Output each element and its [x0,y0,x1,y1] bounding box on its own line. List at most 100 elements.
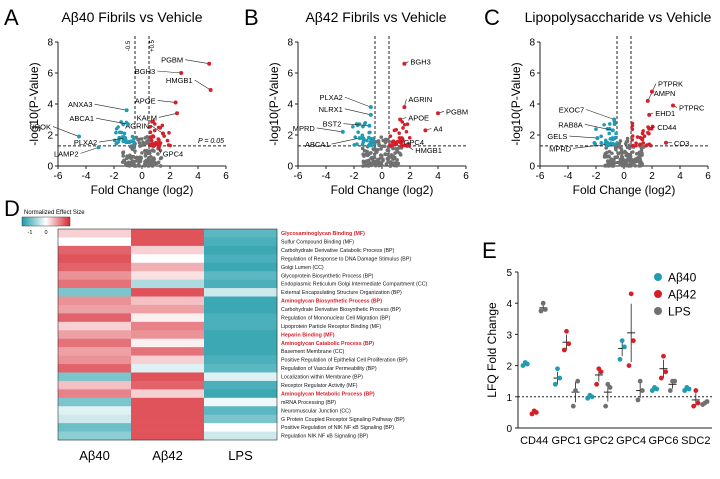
x-tick-label: -6 [536,171,545,182]
data-point [122,131,127,136]
data-point [388,164,393,168]
category-label: GPC2 [584,435,614,447]
x-tick-label: -6 [54,171,63,182]
volcano-title: Aβ42 Fibrils vs Vehicle [305,9,446,25]
data-point [151,134,155,138]
y-axis-label: LFQ Fold Change [485,302,499,398]
heatmap-cell [204,372,278,382]
labeled-point [664,140,668,145]
heatmap-cell [131,229,205,238]
labeled-point [647,126,652,131]
point-label: AMPN [654,89,676,98]
data-point [372,136,376,141]
data-point [149,143,154,148]
y-tick-label: 8 [47,38,53,49]
x-tick-label: 4 [435,171,441,182]
data-point [146,138,151,143]
heatmap-cell [131,313,205,323]
data-point [367,130,371,135]
point-label: ANXA3 [68,100,93,109]
point-label: CO3 [674,139,689,148]
y-tick-label: 1 [506,393,512,404]
heatmap-cell [204,229,278,238]
data-point [130,159,134,164]
point-label: PLXA2 [74,138,97,147]
point-label: GELS [547,132,567,141]
data-point [371,160,375,165]
lfq-dot-plot: Aβ40 Aβ42 LPS 0 1 2 3 4 5 LFQ Fold Change CD44 GPC1… [485,268,712,447]
heatmap-cell [204,321,278,331]
replicate-point [524,361,530,367]
replicate-point [691,403,697,409]
data-point [159,155,164,160]
replicate-point [693,388,699,393]
replicate-point [626,363,632,368]
data-point [396,161,401,166]
y-tick-label: 6 [529,69,535,80]
data-point [158,164,163,168]
data-point [644,143,648,148]
data-point [376,139,381,143]
label-leader-line [52,126,80,137]
heatmap-row-label: Regulation of Response to DNA Damage Sti… [281,256,411,262]
heatmap-row-label: mRNA Processing (BP) [281,400,336,406]
volcano-plot-a: Aβ40 Fibrils vs Vehicle -6 -4 -2 0 2 4 6 0 2 4 6 8 Fo… [27,9,229,197]
legend-label: LPS [668,305,691,319]
data-point [363,121,367,126]
labeled-point [173,100,178,105]
heatmap-cell [204,423,278,432]
replicate-point [639,388,645,393]
y-tick-label: 6 [287,69,293,80]
y-axis-label: -log10(P-Value) [509,62,523,145]
data-point [624,153,628,158]
point-label: MPRD [549,144,572,153]
heatmap-cell [131,431,205,441]
data-point [394,128,399,132]
y-tick-label: 2 [529,131,535,142]
data-point [628,154,633,159]
data-point [144,158,149,163]
heatmap-cell [204,296,278,306]
data-point [363,163,368,168]
volcano-plot-b: Aβ42 Fibrils vs Vehicle -6 -4 -2 0 2 4 6 0 2 4 6 8 Fo… [267,9,469,197]
data-point [367,161,372,166]
heatmap-cell [58,397,132,407]
heatmap-row-label: External Encapsulating Structure Organiz… [281,290,402,296]
heatmap-row-label: Positive Regulation of Epithelial Cell P… [281,358,408,364]
heatmap-cell [204,279,278,289]
category-label: GPC6 [649,435,679,447]
label-leader-line [344,108,371,116]
replicate-point [667,388,673,393]
data-point [133,163,137,168]
labeled-point [156,145,161,150]
data-point [393,163,398,168]
data-point [129,156,133,161]
data-point [607,131,612,136]
data-point [114,130,118,135]
heatmap-legend-bar [21,216,71,227]
data-point [615,155,620,159]
y-tick-label: 0 [506,424,512,435]
label-leader-line [95,117,129,125]
y-tick-label: 4 [47,100,53,111]
data-point [151,148,155,153]
x-axis-label: Fold Change (log2) [91,183,194,197]
replicate-point [589,394,595,400]
data-point [599,140,604,145]
data-point [143,154,148,158]
data-point [602,122,606,127]
heatmap-legend-tick: -1 [28,230,33,236]
data-point [133,149,137,153]
data-point [362,148,367,153]
heatmap-cell [204,414,278,424]
data-point [356,130,360,134]
x-tick-label: -2 [350,171,359,182]
point-label: ABCA1 [305,140,330,149]
replicate-point [619,338,625,344]
data-point [640,131,645,136]
point-label: ABCA1 [69,114,94,123]
point-label: A4 [433,124,442,133]
data-point [367,152,371,157]
data-point [630,127,635,132]
heatmap-row-label: Carbohydrate Derivative Catabolic Proces… [281,248,395,254]
